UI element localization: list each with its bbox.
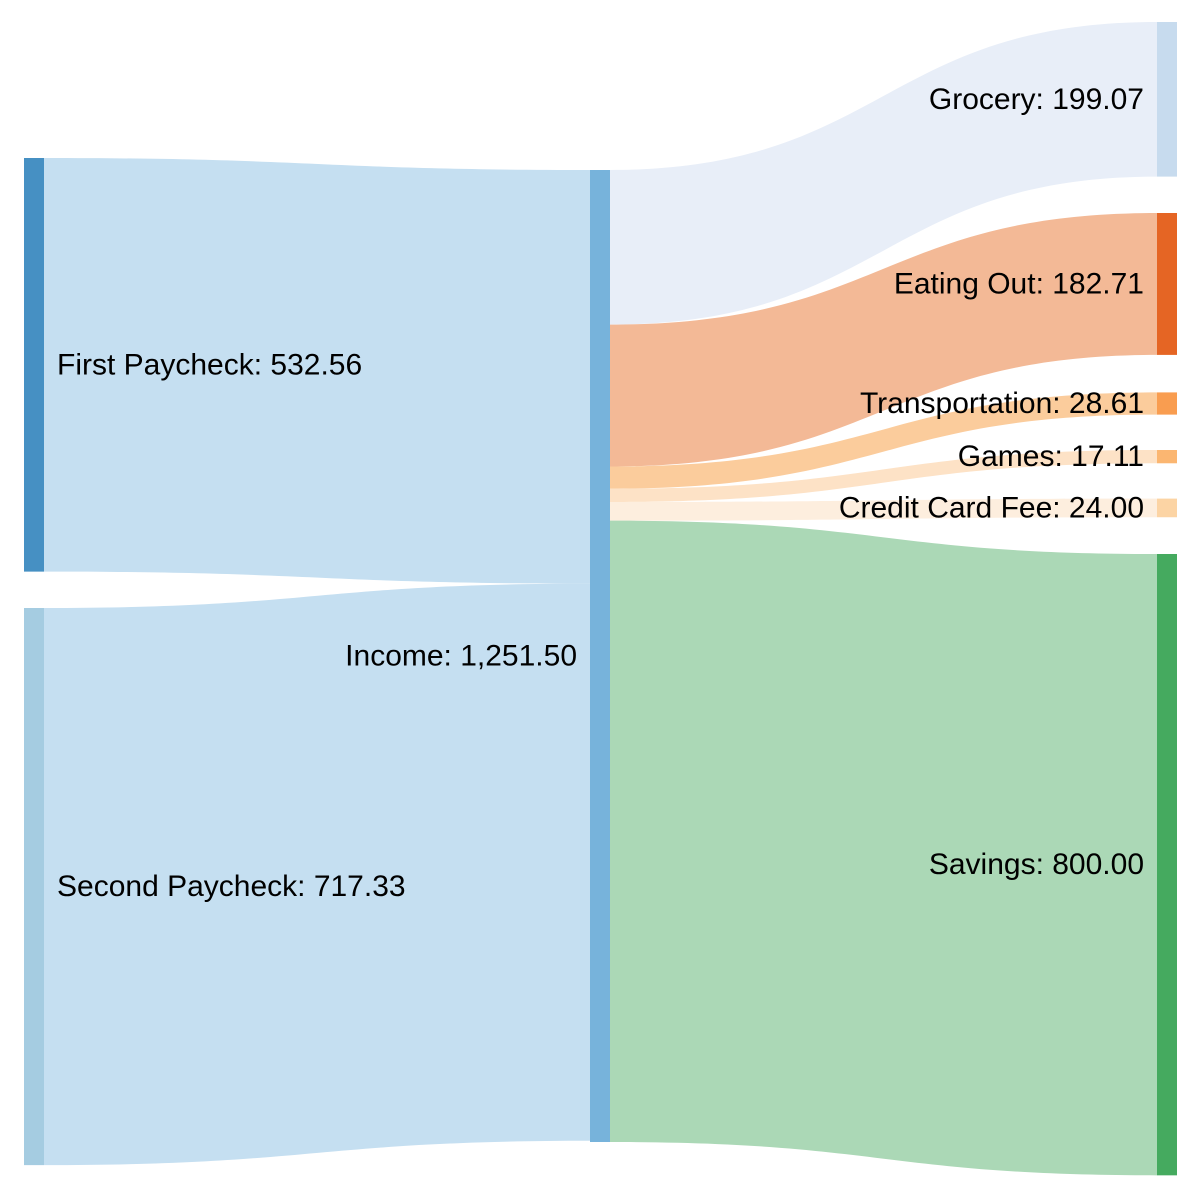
node-grocery[interactable] [1157,22,1177,177]
node-transportation[interactable] [1157,392,1177,415]
node-savings[interactable] [1157,554,1177,1176]
node-second_paycheck[interactable] [24,608,44,1166]
label-first_paycheck: First Paycheck: 532.56 [57,348,362,381]
flow-income-to-grocery[interactable] [610,22,1157,325]
flow-income-to-savings[interactable] [610,520,1157,1176]
node-games[interactable] [1157,450,1177,464]
label-grocery: Grocery: 199.07 [929,83,1144,116]
flow-income-to-transportation[interactable] [610,392,1157,489]
flow-income-to-games[interactable] [610,450,1157,503]
flow-second_paycheck-to-income[interactable] [44,583,590,1166]
label-income: Income: 1,251.50 [345,640,577,673]
node-credit_card_fee[interactable] [1157,498,1177,518]
flow-income-to-eating_out[interactable] [610,213,1157,467]
label-eating_out: Eating Out: 182.71 [894,267,1144,300]
flow-first_paycheck-to-income[interactable] [44,158,590,584]
flow-income-to-credit_card_fee[interactable] [610,498,1157,521]
label-games: Games: 17.11 [958,440,1144,473]
node-first_paycheck[interactable] [24,158,44,572]
label-credit_card_fee: Credit Card Fee: 24.00 [839,491,1144,524]
label-savings: Savings: 800.00 [929,848,1144,881]
node-eating_out[interactable] [1157,213,1177,355]
label-transportation: Transportation: 28.61 [860,387,1144,420]
node-income[interactable] [590,170,610,1142]
label-second_paycheck: Second Paycheck: 717.33 [57,870,406,903]
